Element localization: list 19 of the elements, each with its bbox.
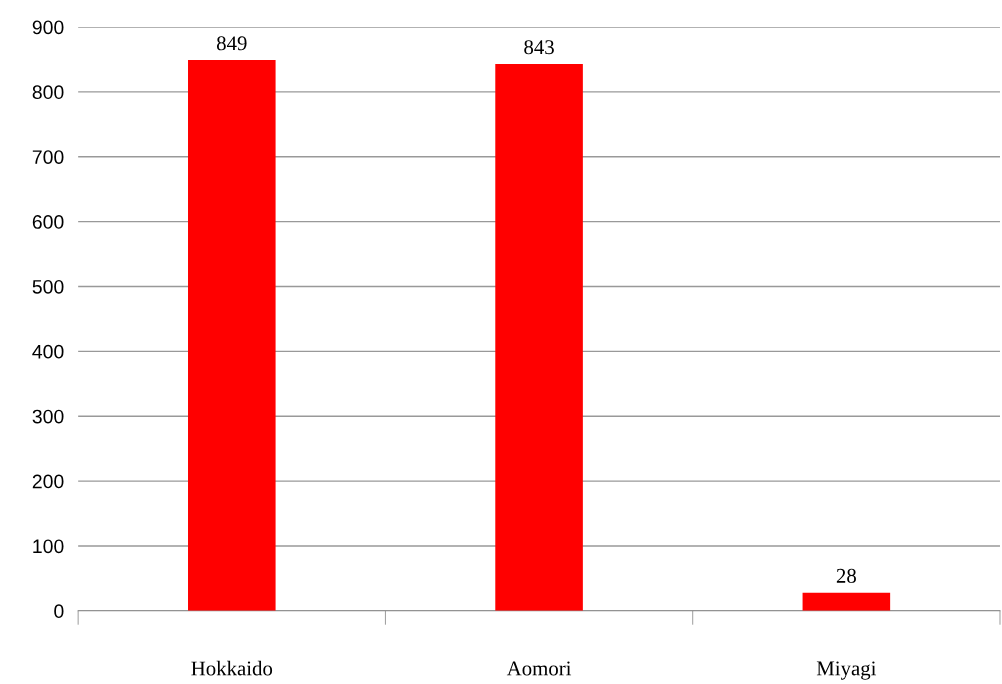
x-tick-label: Hokkaido <box>191 660 273 676</box>
y-tick-label: 900 <box>32 20 64 35</box>
x-tick-label: Miyagi <box>816 661 877 680</box>
x-tick-label: Aomori <box>506 661 572 676</box>
y-tick-label: 0 <box>54 604 64 619</box>
y-tick-label: 200 <box>32 474 64 489</box>
y-tick-label: 800 <box>32 85 64 100</box>
y-tick-label: 400 <box>32 344 64 359</box>
y-tick-label: 300 <box>32 409 64 424</box>
y-tick-label: 600 <box>32 215 64 229</box>
bar <box>188 60 276 611</box>
data-label: 843 <box>524 40 554 55</box>
bar <box>802 592 891 611</box>
y-tick-label: 700 <box>32 150 64 164</box>
y-tick-label: 100 <box>33 539 64 554</box>
data-label: 28 <box>836 568 856 583</box>
bar <box>495 63 583 611</box>
y-tick-label: 500 <box>32 279 64 294</box>
data-label: 849 <box>216 36 247 51</box>
